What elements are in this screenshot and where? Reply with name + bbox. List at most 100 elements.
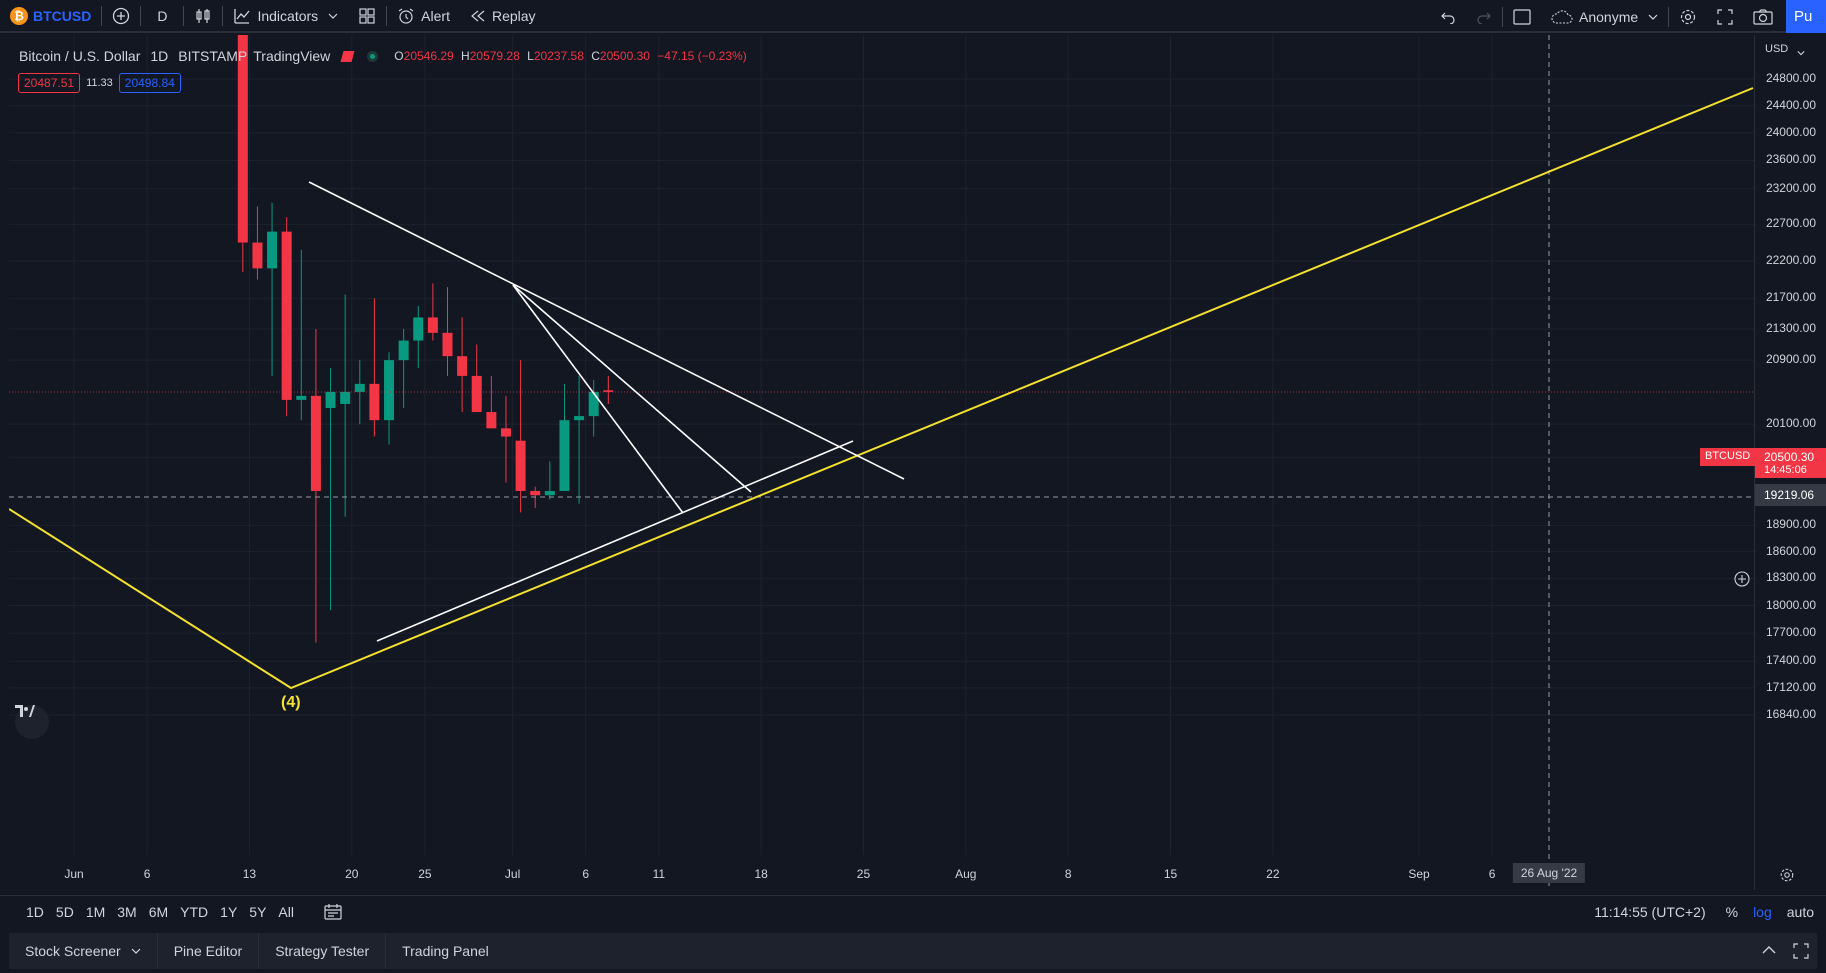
flag-icon[interactable] xyxy=(340,50,355,62)
grid-icon xyxy=(358,7,376,25)
time-axis-label: Aug xyxy=(955,867,977,881)
maximize-panel-icon[interactable] xyxy=(1793,943,1809,962)
price-axis-label: 21300.00 xyxy=(1765,320,1816,335)
tab-pine-editor[interactable]: Pine Editor xyxy=(158,933,260,969)
trendlines[interactable] xyxy=(9,87,1754,690)
symbol-search[interactable]: ₿ BTCUSD xyxy=(0,0,101,32)
settings-button[interactable] xyxy=(1669,0,1707,33)
white-fan-line-1[interactable] xyxy=(512,284,684,514)
fullscreen-button[interactable] xyxy=(1707,0,1743,33)
range-button-3m[interactable]: 3M xyxy=(117,903,137,920)
tab-label: Strategy Tester xyxy=(275,943,370,959)
time-axis-label: Jul xyxy=(504,867,521,881)
range-button-1y[interactable]: 1Y xyxy=(220,903,238,920)
divider xyxy=(1668,6,1670,27)
replay-button[interactable]: Replay xyxy=(460,0,546,32)
range-button-6m[interactable]: 6M xyxy=(148,903,169,920)
compare-date-range-icon[interactable] xyxy=(324,903,342,920)
chart-settings-icon[interactable] xyxy=(1779,867,1795,886)
alert-button[interactable]: Alert xyxy=(387,0,460,32)
price-axis-label: 17400.00 xyxy=(1765,653,1816,668)
chevron-down-icon xyxy=(1797,45,1805,60)
price-axis-label: 17700.00 xyxy=(1765,625,1816,640)
percent-toggle[interactable]: % xyxy=(1725,904,1739,920)
tab-label: Stock Screener xyxy=(25,943,121,959)
tab-trading-panel[interactable]: Trading Panel xyxy=(386,933,505,969)
white-trendline-upper[interactable] xyxy=(308,181,905,480)
alarm-clock-icon xyxy=(397,7,415,25)
tradingview-logo xyxy=(15,705,49,739)
tab-stock-screener[interactable]: Stock Screener xyxy=(9,933,158,969)
candle xyxy=(237,35,248,273)
rewind-icon xyxy=(470,9,486,23)
compare-button[interactable] xyxy=(102,0,140,32)
undo-icon xyxy=(1440,10,1456,24)
candle xyxy=(413,305,424,368)
divider xyxy=(222,5,224,26)
legend-source: TradingView xyxy=(253,48,331,64)
fullscreen-rect-button[interactable] xyxy=(1503,0,1541,33)
indicators-button[interactable]: Indicators xyxy=(223,0,348,32)
divider xyxy=(183,5,185,26)
white-fan-line-2[interactable] xyxy=(512,284,752,493)
candle-body xyxy=(574,416,585,421)
gear-icon xyxy=(1679,8,1697,26)
redo-button[interactable] xyxy=(1466,0,1502,33)
log-toggle[interactable]: log xyxy=(1753,904,1772,920)
range-button-ytd[interactable]: YTD xyxy=(180,903,209,920)
chart-type-button[interactable] xyxy=(184,0,222,32)
chevron-down-icon xyxy=(131,946,141,956)
candle-body xyxy=(588,391,599,417)
price-axis-label: 18900.00 xyxy=(1765,517,1816,532)
publish-button[interactable]: Pu xyxy=(1786,0,1826,33)
candle-body xyxy=(325,391,336,408)
time-axis-label: Sep xyxy=(1408,867,1430,881)
layout-name-button[interactable]: Anonyme xyxy=(1541,0,1668,33)
candle-body xyxy=(427,317,438,333)
top-toolbar: ₿ BTCUSD D Indicators Alert xyxy=(0,0,1826,33)
range-button-1m[interactable]: 1M xyxy=(85,903,106,920)
chevron-down-icon xyxy=(1648,12,1658,22)
price-chart[interactable] xyxy=(9,35,1754,890)
crosshair-date-label: 26 Aug '22 xyxy=(1512,863,1586,883)
currency-label[interactable]: USD xyxy=(1765,43,1789,55)
square-icon xyxy=(1513,8,1531,25)
candle-body xyxy=(296,395,307,400)
interval-button[interactable]: D xyxy=(141,0,183,32)
range-button-1d[interactable]: 1D xyxy=(26,903,44,920)
candle-body xyxy=(442,332,453,357)
price-axis-label: 18000.00 xyxy=(1765,597,1816,612)
tab-label: Trading Panel xyxy=(402,943,489,959)
candle xyxy=(296,249,307,421)
undo-button[interactable] xyxy=(1430,0,1466,33)
candle xyxy=(340,294,351,517)
sell-price[interactable]: 20487.51 xyxy=(18,73,81,93)
price-axis[interactable]: USD 24800.00 24400.00 24000.00 23600.00 2320… xyxy=(1754,35,1826,890)
buy-price[interactable]: 20498.84 xyxy=(118,73,181,93)
alert-label: Alert xyxy=(421,7,450,24)
yellow-trendline-wave[interactable] xyxy=(9,87,1754,690)
chart-pane[interactable]: Bitcoin / U.S. Dollar 1D BITSTAMP Tradin… xyxy=(9,35,1754,890)
range-button-all[interactable]: All xyxy=(278,903,294,920)
divider xyxy=(101,5,103,26)
auto-toggle[interactable]: auto xyxy=(1786,904,1814,920)
wave-label-4[interactable]: (4) xyxy=(281,694,301,711)
layouts-button[interactable] xyxy=(348,0,386,32)
range-button-5y[interactable]: 5Y xyxy=(249,903,267,920)
candle xyxy=(281,217,292,417)
clock-label[interactable]: 11:14:55 (UTC+2) xyxy=(1594,904,1706,920)
time-axis-label: 22 xyxy=(1266,867,1280,881)
add-plus-icon[interactable] xyxy=(1734,571,1750,590)
candle-body xyxy=(310,395,321,491)
white-trendline-lower[interactable] xyxy=(376,440,854,642)
time-axis-label: 25 xyxy=(856,867,871,881)
time-axis-label: 8 xyxy=(1064,867,1072,881)
price-axis-label: 16840.00 xyxy=(1765,707,1816,721)
cloud-icon xyxy=(1551,9,1573,24)
snapshot-button[interactable] xyxy=(1743,0,1783,33)
candle xyxy=(369,298,380,437)
range-button-5d[interactable]: 5D xyxy=(55,903,74,920)
candle-body xyxy=(457,356,468,376)
tab-strategy-tester[interactable]: Strategy Tester xyxy=(259,933,387,969)
collapse-panel-icon[interactable] xyxy=(1761,944,1777,959)
